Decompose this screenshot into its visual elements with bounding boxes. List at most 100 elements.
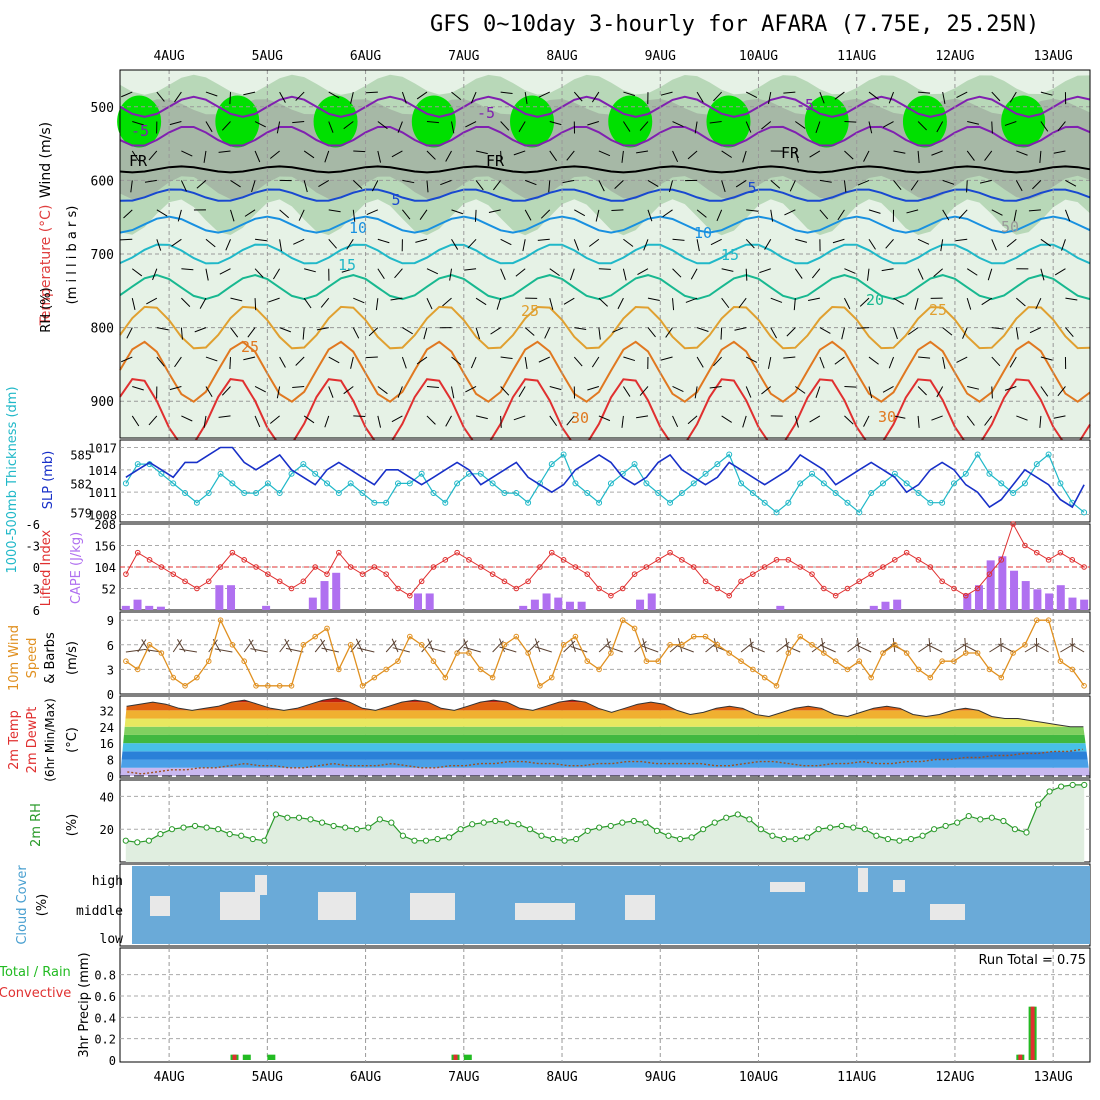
wind-barb <box>475 297 487 306</box>
wind-barb <box>720 327 723 340</box>
li-tick: 0 <box>33 561 40 575</box>
wind10-barb <box>749 638 754 653</box>
wind10-point <box>821 650 827 656</box>
li-point <box>998 557 1005 563</box>
wind-barb <box>353 150 366 153</box>
wind-barb <box>419 209 428 220</box>
wind-barb <box>687 415 698 425</box>
rh-point <box>584 827 591 834</box>
wind10-point <box>229 642 236 648</box>
wind10-point <box>655 658 662 665</box>
wind-barb <box>710 238 722 246</box>
wind-barb <box>549 415 558 427</box>
rh-point <box>515 821 522 828</box>
wind-barb <box>254 386 266 393</box>
rh-point <box>1069 781 1076 789</box>
cape-bar <box>881 601 890 610</box>
wind-barb <box>352 327 360 339</box>
wind10-point <box>395 658 401 665</box>
wind10-point <box>596 666 602 673</box>
temp-ylabel-b: 2m DewPt <box>25 707 40 774</box>
wind-barb <box>475 150 488 155</box>
wind-barb <box>574 327 587 330</box>
wind-barb <box>426 385 439 389</box>
date-label-bottom: 13AUG <box>1034 1070 1073 1085</box>
wind-barb <box>470 356 477 369</box>
wind10-point <box>927 674 934 681</box>
thickness-point <box>347 480 354 487</box>
wind10-point <box>123 658 129 665</box>
wind-barb <box>169 121 182 126</box>
li-point <box>170 571 177 577</box>
wind-barb <box>668 180 674 193</box>
precip-tick: 0.8 <box>94 969 116 983</box>
wind-barb <box>745 238 755 249</box>
rh-point <box>422 837 430 844</box>
rh-point <box>977 816 984 823</box>
wind-barb <box>397 121 403 133</box>
wind-barb <box>1053 415 1066 419</box>
wind-barb <box>451 356 462 365</box>
wind-barb <box>742 415 747 428</box>
wind-barb <box>636 150 649 154</box>
wind-barb <box>834 356 845 365</box>
wind-barb <box>500 415 502 428</box>
thickness-point <box>383 499 390 506</box>
wind-barb <box>647 327 656 338</box>
wind-barb <box>493 180 502 191</box>
wind-barb <box>442 297 452 307</box>
li-point <box>489 571 496 577</box>
wind-barb <box>488 209 501 214</box>
temp-ylabel-a: 2m Temp <box>7 710 22 770</box>
li-point <box>844 585 851 592</box>
wind-barb <box>1039 415 1042 428</box>
wind-barb <box>525 179 537 186</box>
wind-barb <box>169 385 182 391</box>
wind-barb <box>956 91 968 98</box>
wind10-point <box>939 658 945 665</box>
wind-barb <box>328 121 334 133</box>
wind-barb <box>770 327 778 339</box>
wind10-point <box>690 633 697 640</box>
upper-ytick: 900 <box>91 395 114 410</box>
rh-point <box>896 837 903 844</box>
wind10-point <box>631 625 638 632</box>
wind10-point <box>773 683 780 689</box>
wind-barb <box>148 150 158 161</box>
li-point <box>939 578 945 585</box>
thickness-point <box>229 480 236 487</box>
rh-point <box>723 814 730 821</box>
wind-barb <box>1039 150 1042 163</box>
cloud-level-high: high <box>92 874 123 889</box>
date-label-top: 6AUG <box>350 49 381 64</box>
wind-barb <box>967 385 980 390</box>
wind10-barb <box>321 647 339 653</box>
wind-barb <box>394 268 403 279</box>
wind-barb <box>713 91 723 102</box>
wind-barb <box>844 268 856 274</box>
cape-tick: 156 <box>94 540 116 554</box>
cape-bar <box>869 605 878 610</box>
wind10-point <box>146 642 153 648</box>
cloud-patch <box>625 895 655 920</box>
wind-barb <box>672 268 682 278</box>
wind-barb <box>292 121 305 124</box>
rh-point <box>965 812 972 820</box>
wind10-barb <box>284 638 292 653</box>
wind-barb <box>931 415 943 421</box>
rh-ylabel: 2m RH <box>29 803 44 847</box>
wind-barb <box>1004 121 1017 126</box>
rh-point <box>503 819 510 826</box>
wind-barb <box>230 209 235 222</box>
rh-band-green <box>1001 95 1046 148</box>
rh-point <box>1011 826 1019 833</box>
wind-barb <box>819 179 832 183</box>
rh-point <box>145 837 152 844</box>
wind10-point <box>608 650 614 656</box>
wind-barb <box>665 327 673 338</box>
wind-barb <box>537 238 550 241</box>
wind-barb <box>366 209 379 215</box>
wind-barb <box>391 150 403 158</box>
wind-barb <box>131 298 136 310</box>
wind-barb <box>598 415 611 422</box>
